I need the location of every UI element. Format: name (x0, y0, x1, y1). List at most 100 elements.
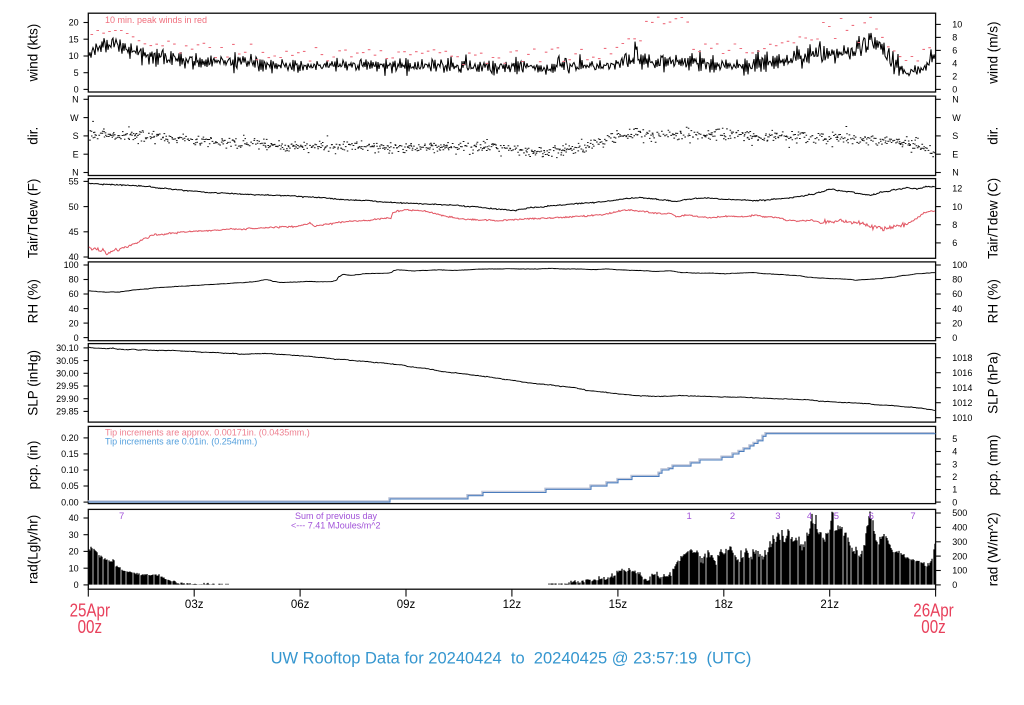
svg-text:200: 200 (952, 551, 967, 561)
svg-text:60: 60 (69, 289, 79, 299)
svg-text:wind (kts): wind (kts) (26, 24, 41, 83)
svg-text:100: 100 (952, 566, 967, 576)
svg-text:09z: 09z (397, 599, 416, 611)
svg-text:W: W (70, 113, 79, 123)
svg-text:rad (W/m^2): rad (W/m^2) (986, 512, 1001, 586)
svg-text:20: 20 (69, 18, 79, 28)
svg-text:0.10: 0.10 (61, 465, 79, 475)
svg-text:5: 5 (74, 68, 79, 78)
svg-text:1016: 1016 (952, 368, 972, 378)
svg-text:dir.: dir. (26, 127, 41, 145)
svg-text:8: 8 (952, 220, 957, 230)
svg-text:25Apr: 25Apr (70, 600, 111, 621)
svg-text:<--- 7.41 MJoules/m^2: <--- 7.41 MJoules/m^2 (291, 521, 381, 531)
svg-text:Tip increments are approx. 0.0: Tip increments are approx. 0.00171in. (0… (105, 427, 310, 437)
svg-text:29.95: 29.95 (56, 381, 79, 391)
svg-text:dir.: dir. (986, 127, 1001, 145)
svg-text:10: 10 (952, 202, 962, 212)
svg-text:00z: 00z (921, 617, 945, 638)
svg-text:7: 7 (910, 511, 915, 522)
svg-text:45: 45 (69, 227, 79, 237)
svg-text:Sum of previous day: Sum of previous day (295, 511, 378, 521)
svg-text:E: E (952, 149, 958, 159)
svg-text:80: 80 (952, 275, 962, 285)
svg-text:0: 0 (74, 333, 79, 343)
svg-text:0: 0 (952, 85, 957, 95)
svg-text:1014: 1014 (952, 383, 972, 393)
svg-text:6: 6 (952, 238, 957, 248)
svg-text:03z: 03z (185, 599, 204, 611)
svg-text:S: S (73, 131, 79, 141)
svg-text:E: E (73, 149, 79, 159)
svg-text:2: 2 (730, 511, 735, 522)
svg-text:1010: 1010 (952, 413, 972, 423)
svg-text:5: 5 (834, 511, 839, 522)
svg-text:0: 0 (74, 85, 79, 95)
svg-text:500: 500 (952, 508, 967, 518)
svg-text:10: 10 (69, 51, 79, 61)
svg-text:1012: 1012 (952, 398, 972, 408)
svg-text:1: 1 (952, 485, 957, 495)
svg-text:100: 100 (952, 260, 967, 270)
svg-text:N: N (952, 95, 959, 105)
svg-text:N: N (72, 168, 79, 178)
svg-text:40: 40 (69, 252, 79, 262)
svg-text:29.90: 29.90 (56, 394, 79, 404)
svg-text:3: 3 (775, 511, 780, 522)
svg-text:0.00: 0.00 (61, 497, 79, 507)
svg-text:29.85: 29.85 (56, 407, 79, 417)
svg-text:00z: 00z (78, 617, 102, 638)
svg-text:20: 20 (69, 318, 79, 328)
svg-text:50: 50 (69, 202, 79, 212)
svg-text:rad(Lgly/hr): rad(Lgly/hr) (26, 515, 41, 584)
svg-text:30: 30 (69, 530, 79, 540)
svg-text:1018: 1018 (952, 353, 972, 363)
svg-text:15: 15 (69, 34, 79, 44)
svg-text:W: W (952, 113, 961, 123)
svg-text:RH (%): RH (%) (26, 279, 41, 323)
svg-text:SLP (hPa): SLP (hPa) (986, 352, 1001, 414)
svg-text:UW Rooftop Data for 20240424: UW Rooftop Data for 20240424 to 20240425… (271, 650, 752, 668)
svg-text:26Apr: 26Apr (913, 600, 954, 621)
svg-text:pcp. (in): pcp. (in) (26, 441, 41, 490)
svg-text:0.20: 0.20 (61, 433, 79, 443)
svg-text:wind (m/s): wind (m/s) (986, 21, 1001, 84)
svg-text:10: 10 (69, 563, 79, 573)
svg-text:4: 4 (952, 59, 957, 69)
svg-text:21z: 21z (820, 599, 839, 611)
svg-text:SLP (inHg): SLP (inHg) (26, 350, 41, 416)
svg-text:0: 0 (74, 580, 79, 590)
svg-text:100: 100 (64, 260, 79, 270)
svg-text:30.00: 30.00 (56, 369, 79, 379)
svg-text:10: 10 (952, 20, 962, 30)
svg-text:10 min. peak winds in red: 10 min. peak winds in red (105, 15, 207, 25)
svg-text:15z: 15z (609, 599, 628, 611)
svg-text:N: N (952, 168, 959, 178)
svg-text:3: 3 (952, 459, 957, 469)
svg-text:0.05: 0.05 (61, 481, 79, 491)
svg-text:8: 8 (952, 33, 957, 43)
svg-text:4: 4 (952, 447, 957, 457)
svg-text:20: 20 (69, 547, 79, 557)
svg-text:20: 20 (952, 318, 962, 328)
svg-text:400: 400 (952, 523, 967, 533)
svg-text:4: 4 (807, 511, 812, 522)
svg-text:6: 6 (952, 46, 957, 56)
svg-text:7: 7 (119, 511, 124, 522)
svg-text:0: 0 (952, 497, 957, 507)
svg-text:80: 80 (69, 275, 79, 285)
svg-text:Tair/Tdew (C): Tair/Tdew (C) (986, 178, 1001, 259)
svg-text:Tair/Tdew (F): Tair/Tdew (F) (26, 179, 41, 259)
svg-text:Tip increments are 0.01in. (0.: Tip increments are 0.01in. (0.254mm.) (105, 437, 257, 447)
svg-text:0.15: 0.15 (61, 449, 79, 459)
svg-text:40: 40 (952, 304, 962, 314)
svg-text:0: 0 (952, 333, 957, 343)
svg-text:18z: 18z (715, 599, 734, 611)
svg-text:N: N (72, 95, 79, 105)
svg-text:40: 40 (69, 304, 79, 314)
svg-text:2: 2 (952, 72, 957, 82)
svg-text:pcp. (mm): pcp. (mm) (986, 435, 1001, 496)
svg-text:0: 0 (952, 580, 957, 590)
svg-text:60: 60 (952, 289, 962, 299)
svg-text:12: 12 (952, 184, 962, 194)
